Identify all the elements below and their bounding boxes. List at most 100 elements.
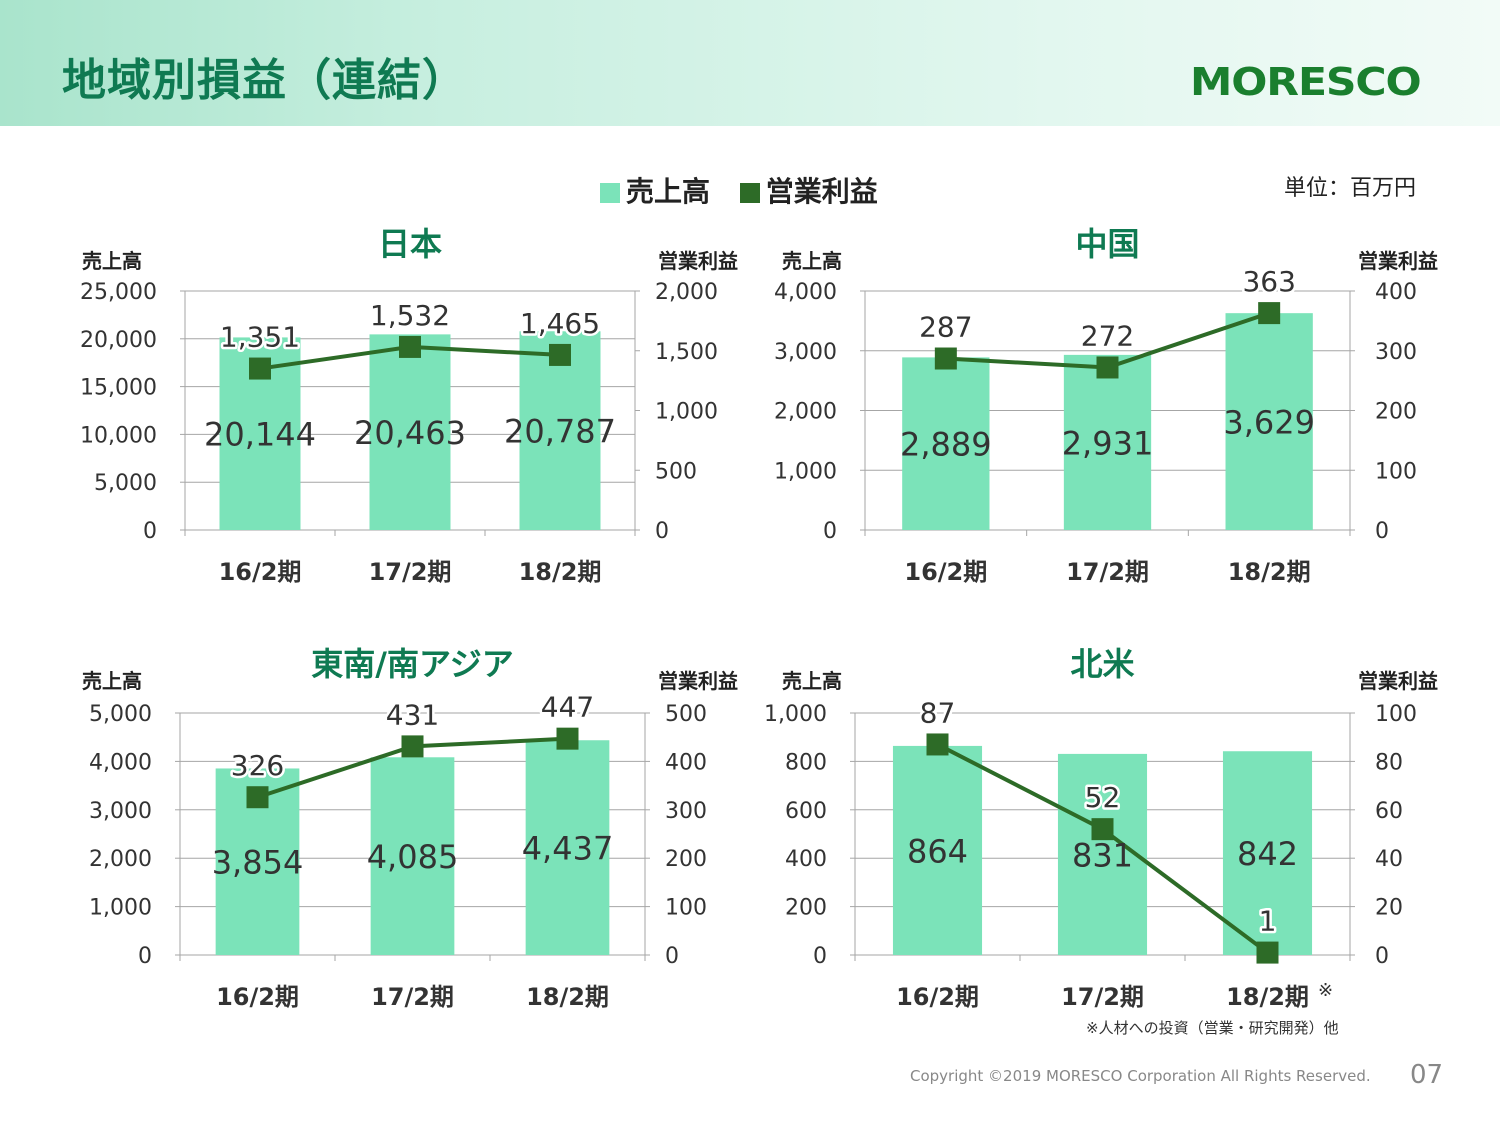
left-tick-label: 1,000: [764, 702, 827, 727]
sales-bar: [1225, 313, 1313, 530]
sales-data-label: 20,463: [354, 414, 466, 452]
right-tick-label: 200: [1375, 400, 1417, 425]
right-tick-label: 0: [1375, 519, 1389, 544]
left-axis-title: 売上高: [82, 669, 142, 693]
page-number: 07: [1410, 1060, 1444, 1090]
sales-data-label: 4,085: [367, 838, 459, 876]
left-tick-label: 2,000: [774, 400, 837, 425]
left-tick-label: 3,000: [89, 799, 152, 824]
sales-bar: [370, 757, 455, 955]
profit-data-label: 326: [231, 749, 284, 782]
category-label: 16/2期: [216, 983, 299, 1011]
right-tick-label: 1,500: [655, 340, 718, 365]
left-tick-label: 0: [823, 519, 837, 544]
left-tick-label: 1,000: [89, 896, 152, 921]
right-tick-label: 0: [1375, 944, 1389, 969]
profit-marker: [1091, 818, 1114, 841]
left-tick-label: 25,000: [80, 280, 157, 305]
right-tick-label: 1,000: [655, 400, 718, 425]
right-tick-label: 0: [655, 519, 669, 544]
left-tick-label: 4,000: [774, 280, 837, 305]
right-axis-title: 営業利益: [1358, 249, 1438, 273]
profit-data-label: 447: [541, 691, 594, 724]
right-axis-title: 営業利益: [1358, 669, 1438, 693]
sales-data-label: 2,889: [900, 426, 992, 464]
left-tick-label: 10,000: [80, 423, 157, 448]
left-tick-label: 0: [138, 944, 152, 969]
category-label: 16/2期: [904, 558, 987, 586]
legend-swatch-sales: [600, 183, 620, 203]
profit-marker: [1256, 941, 1279, 964]
left-tick-label: 600: [785, 799, 827, 824]
sales-bar: [1057, 753, 1148, 955]
category-label: 17/2期: [1066, 558, 1149, 586]
profit-marker: [556, 727, 579, 750]
left-tick-label: 5,000: [94, 471, 157, 496]
right-axis-title: 営業利益: [658, 669, 738, 693]
left-axis-title: 売上高: [82, 249, 142, 273]
right-tick-label: 200: [665, 847, 707, 872]
right-tick-label: 400: [1375, 280, 1417, 305]
sales-bar: [525, 740, 610, 955]
profit-data-label: 1,532: [370, 299, 450, 332]
left-tick-label: 1,000: [774, 459, 837, 484]
profit-data-label: 287: [919, 311, 972, 344]
sales-data-label: 4,437: [522, 830, 614, 868]
profit-marker: [934, 347, 957, 370]
page-title: 地域別損益（連結）: [62, 55, 467, 106]
right-tick-label: 20: [1375, 896, 1403, 921]
profit-marker: [401, 735, 424, 758]
category-label: 18/2期: [519, 558, 602, 586]
category-label: 16/2期: [896, 983, 979, 1011]
right-tick-label: 100: [665, 896, 707, 921]
left-tick-label: 2,000: [89, 847, 152, 872]
sales-data-label: 3,629: [1223, 404, 1315, 442]
sales-bar: [369, 334, 451, 530]
sales-bar: [902, 357, 990, 530]
category-label: 18/2期: [1226, 983, 1309, 1011]
right-tick-label: 500: [665, 702, 707, 727]
right-tick-label: 100: [1375, 459, 1417, 484]
chart-title: 日本: [378, 225, 442, 263]
chart-title: 北米: [1070, 645, 1134, 683]
left-tick-label: 20,000: [80, 328, 157, 353]
right-tick-label: 100: [1375, 702, 1417, 727]
profit-marker: [399, 335, 421, 358]
legend-label-sales: 売上高: [626, 175, 711, 208]
sales-data-label: 842: [1237, 835, 1298, 873]
profit-marker: [926, 733, 949, 756]
left-tick-label: 400: [785, 847, 827, 872]
profit-data-label: 1: [1259, 905, 1277, 938]
unit-label: 単位：百万円: [1284, 176, 1417, 201]
left-tick-label: 4,000: [89, 750, 152, 775]
left-tick-label: 200: [785, 896, 827, 921]
right-axis-title: 営業利益: [658, 249, 738, 273]
left-tick-label: 800: [785, 750, 827, 775]
category-label: 17/2期: [369, 558, 452, 586]
sales-data-label: 20,144: [204, 416, 316, 454]
category-label: 17/2期: [1061, 983, 1144, 1011]
legend-item-sales: 売上高: [600, 175, 710, 208]
profit-data-label: 1,351: [220, 321, 300, 354]
legend-label-profit: 営業利益: [765, 175, 878, 208]
left-tick-label: 0: [143, 519, 157, 544]
sales-data-label: 864: [907, 832, 968, 870]
moresco-logo: MORESCO: [1190, 60, 1422, 104]
chart-title: 中国: [1075, 225, 1139, 263]
profit-data-label: 363: [1242, 265, 1295, 298]
sales-bar: [1063, 354, 1152, 530]
left-tick-label: 15,000: [80, 376, 157, 401]
category-label: 17/2期: [371, 983, 454, 1011]
category-label: 18/2期: [1228, 558, 1311, 586]
sales-data-label: 3,854: [212, 844, 304, 882]
category-label: 16/2期: [219, 558, 302, 586]
right-tick-label: 2,000: [655, 280, 718, 305]
profit-marker: [249, 357, 271, 380]
profit-data-label: 431: [386, 698, 439, 731]
legend-item-profit: 営業利益: [739, 175, 878, 208]
right-tick-label: 300: [665, 799, 707, 824]
profit-data-label: 52: [1085, 781, 1121, 814]
right-tick-label: 300: [1375, 340, 1417, 365]
